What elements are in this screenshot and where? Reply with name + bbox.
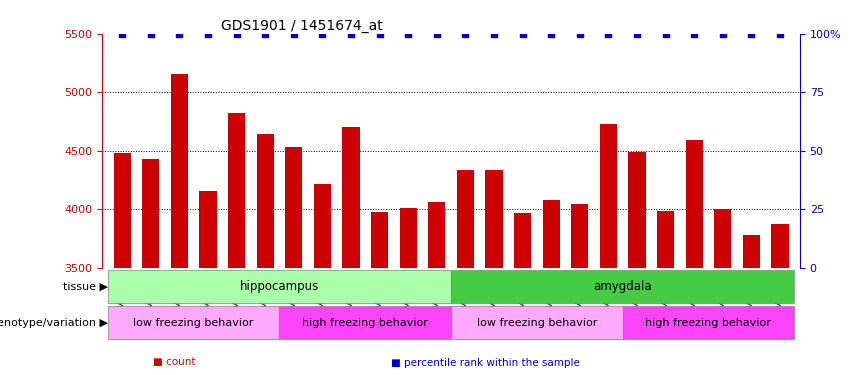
Bar	[571, 204, 588, 375]
Bar	[485, 170, 502, 375]
Bar	[686, 140, 703, 375]
FancyBboxPatch shape	[108, 270, 451, 303]
Point	[545, 31, 558, 37]
Point	[173, 31, 186, 37]
Bar	[285, 147, 302, 375]
Bar	[113, 153, 131, 375]
Text: low freezing behavior: low freezing behavior	[477, 318, 597, 328]
Bar	[171, 74, 188, 375]
Point	[659, 31, 672, 37]
FancyBboxPatch shape	[451, 270, 794, 303]
Text: hippocampus: hippocampus	[240, 280, 319, 293]
Bar	[199, 191, 216, 375]
Point	[116, 31, 129, 37]
Point	[430, 31, 443, 37]
Text: amygdala: amygdala	[593, 280, 652, 293]
Text: genotype/variation ▶: genotype/variation ▶	[0, 318, 108, 328]
Point	[230, 31, 243, 37]
Bar	[657, 211, 674, 375]
Point	[745, 31, 758, 37]
FancyBboxPatch shape	[623, 306, 794, 339]
Bar	[457, 170, 474, 375]
FancyBboxPatch shape	[279, 306, 451, 339]
Bar	[428, 202, 445, 375]
Bar	[342, 128, 359, 375]
Point	[716, 31, 729, 37]
Point	[316, 31, 329, 37]
Point	[516, 31, 529, 37]
Text: tissue ▶: tissue ▶	[63, 281, 108, 291]
Point	[344, 31, 357, 37]
Text: ■ percentile rank within the sample: ■ percentile rank within the sample	[391, 357, 580, 368]
Point	[259, 31, 272, 37]
Text: high freezing behavior: high freezing behavior	[302, 318, 428, 328]
Bar	[371, 212, 388, 375]
Bar	[400, 208, 417, 375]
Text: low freezing behavior: low freezing behavior	[134, 318, 254, 328]
Text: GDS1901 / 1451674_at: GDS1901 / 1451674_at	[220, 19, 382, 33]
Point	[630, 31, 643, 37]
FancyBboxPatch shape	[451, 306, 623, 339]
Point	[201, 31, 214, 37]
Point	[773, 31, 786, 37]
Point	[602, 31, 615, 37]
Point	[487, 31, 500, 37]
Bar	[714, 210, 731, 375]
Point	[459, 31, 472, 37]
Point	[287, 31, 300, 37]
FancyBboxPatch shape	[108, 306, 279, 339]
Bar	[628, 152, 646, 375]
Bar	[600, 124, 617, 375]
Text: ■ count: ■ count	[153, 357, 196, 368]
Bar	[256, 135, 274, 375]
Point	[144, 31, 157, 37]
Point	[373, 31, 386, 37]
Bar	[314, 184, 331, 375]
Point	[573, 31, 586, 37]
Bar	[514, 213, 531, 375]
Bar	[142, 159, 159, 375]
Bar	[543, 200, 560, 375]
Bar	[743, 235, 760, 375]
Bar	[771, 224, 789, 375]
Text: high freezing behavior: high freezing behavior	[646, 318, 771, 328]
Bar	[228, 113, 245, 375]
Point	[688, 31, 701, 37]
Point	[402, 31, 415, 37]
